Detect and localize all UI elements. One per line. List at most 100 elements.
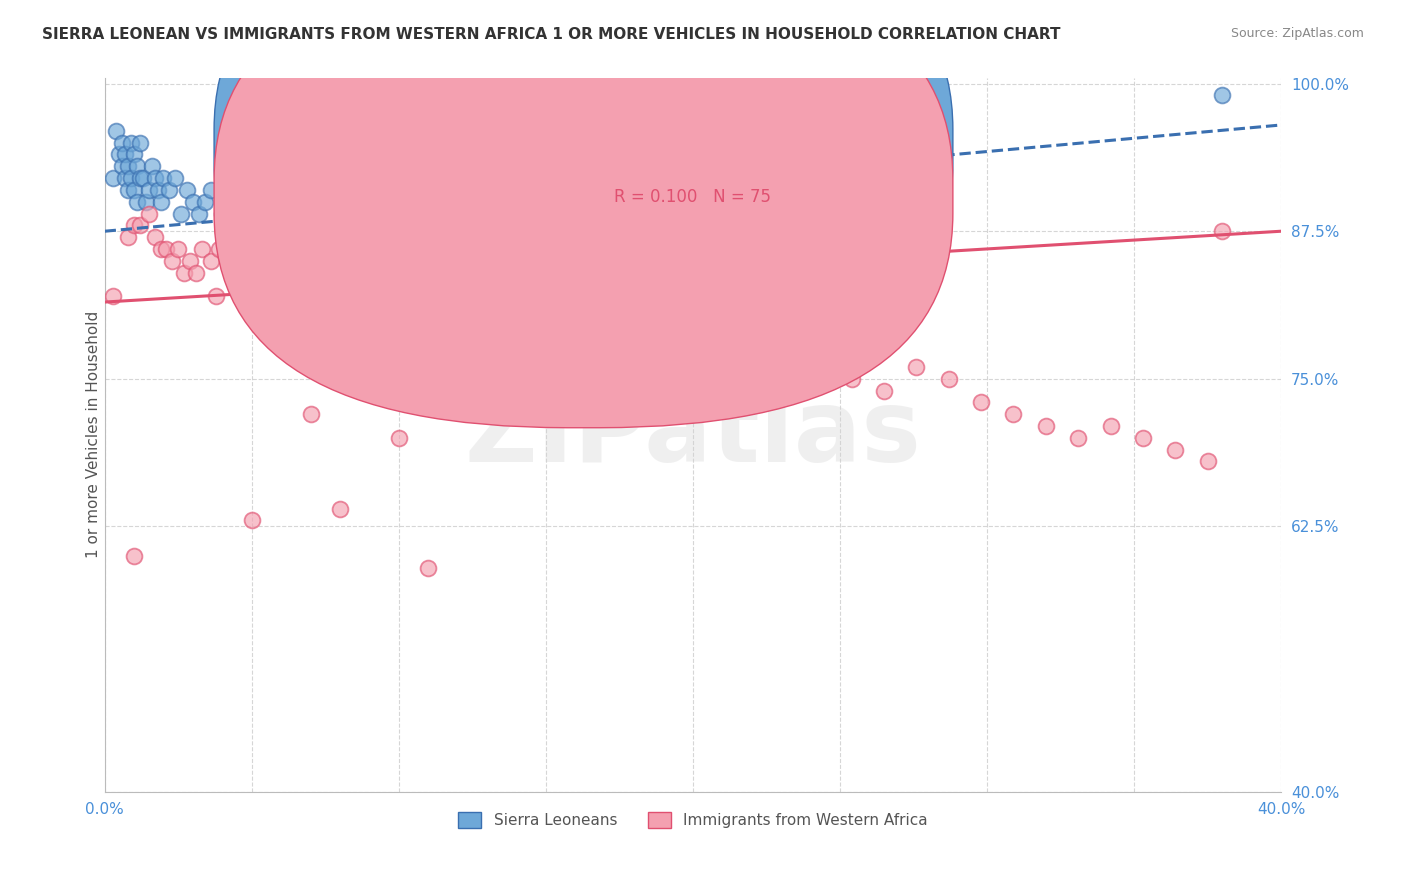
Point bbox=[138, 183, 160, 197]
Point bbox=[270, 289, 292, 303]
Point bbox=[755, 219, 778, 233]
Point bbox=[359, 219, 381, 233]
Point bbox=[117, 159, 139, 173]
Point bbox=[558, 312, 581, 326]
Point bbox=[841, 372, 863, 386]
Point bbox=[146, 183, 169, 197]
Point bbox=[122, 183, 145, 197]
Text: SIERRA LEONEAN VS IMMIGRANTS FROM WESTERN AFRICA 1 OR MORE VEHICLES IN HOUSEHOLD: SIERRA LEONEAN VS IMMIGRANTS FROM WESTER… bbox=[42, 27, 1060, 42]
Point bbox=[887, 230, 910, 244]
Point bbox=[799, 372, 821, 386]
Point bbox=[314, 289, 336, 303]
Point bbox=[226, 219, 249, 233]
Point bbox=[284, 266, 307, 280]
Point bbox=[176, 183, 198, 197]
Point bbox=[270, 219, 292, 233]
Point bbox=[329, 501, 352, 516]
Point bbox=[135, 194, 157, 209]
Point bbox=[1164, 442, 1187, 457]
Point bbox=[240, 194, 263, 209]
Text: R = 0.100   N = 75: R = 0.100 N = 75 bbox=[614, 188, 770, 206]
Point bbox=[138, 206, 160, 220]
Point bbox=[844, 219, 866, 233]
Point bbox=[200, 183, 222, 197]
Point bbox=[141, 159, 163, 173]
Point bbox=[162, 253, 184, 268]
Point bbox=[418, 206, 440, 220]
Point bbox=[155, 242, 177, 256]
Point bbox=[105, 124, 128, 138]
Point bbox=[122, 219, 145, 233]
Legend: Sierra Leoneans, Immigrants from Western Africa: Sierra Leoneans, Immigrants from Western… bbox=[453, 806, 934, 834]
Point bbox=[254, 206, 277, 220]
Point bbox=[190, 242, 212, 256]
Text: Source: ZipAtlas.com: Source: ZipAtlas.com bbox=[1230, 27, 1364, 40]
Point bbox=[194, 194, 217, 209]
Point bbox=[381, 289, 404, 303]
Point bbox=[534, 219, 557, 233]
Point bbox=[693, 348, 716, 362]
Point bbox=[114, 147, 136, 161]
Point bbox=[143, 230, 166, 244]
Point bbox=[246, 253, 269, 268]
Point bbox=[446, 219, 468, 233]
Point bbox=[120, 136, 142, 150]
Point bbox=[612, 312, 634, 326]
Point bbox=[1002, 407, 1025, 421]
Point bbox=[120, 171, 142, 186]
Point bbox=[122, 147, 145, 161]
Point bbox=[181, 194, 204, 209]
Point bbox=[103, 289, 125, 303]
Point bbox=[491, 230, 513, 244]
Point bbox=[299, 194, 322, 209]
Point bbox=[149, 194, 172, 209]
Point bbox=[664, 336, 686, 351]
Point bbox=[799, 206, 821, 220]
Point bbox=[132, 171, 155, 186]
FancyBboxPatch shape bbox=[214, 0, 953, 428]
Point bbox=[259, 277, 281, 292]
Point bbox=[623, 206, 645, 220]
Point bbox=[117, 230, 139, 244]
Point bbox=[623, 253, 645, 268]
Point bbox=[905, 359, 928, 374]
Point bbox=[235, 277, 257, 292]
Point bbox=[111, 136, 134, 150]
Point bbox=[187, 206, 209, 220]
Point bbox=[585, 325, 607, 339]
Point bbox=[446, 301, 468, 315]
Point bbox=[364, 301, 387, 315]
Point bbox=[1211, 88, 1233, 103]
Point bbox=[299, 407, 322, 421]
Point bbox=[682, 348, 704, 362]
Point bbox=[254, 301, 277, 315]
Point bbox=[1067, 431, 1090, 445]
Text: ZIPatlas: ZIPatlas bbox=[464, 386, 921, 483]
FancyBboxPatch shape bbox=[540, 124, 917, 235]
Point bbox=[388, 431, 411, 445]
Point bbox=[752, 359, 775, 374]
Point bbox=[143, 171, 166, 186]
Point bbox=[217, 253, 239, 268]
Point bbox=[173, 266, 195, 280]
Point bbox=[343, 301, 366, 315]
Point bbox=[970, 395, 993, 409]
Point bbox=[114, 171, 136, 186]
Point bbox=[938, 372, 960, 386]
Point bbox=[125, 194, 148, 209]
Point bbox=[402, 301, 425, 315]
Point bbox=[208, 242, 231, 256]
Point bbox=[117, 183, 139, 197]
Point bbox=[682, 230, 704, 244]
Point bbox=[564, 325, 586, 339]
Point bbox=[170, 206, 193, 220]
Point bbox=[125, 159, 148, 173]
Point bbox=[475, 242, 498, 256]
Point bbox=[637, 325, 659, 339]
Point bbox=[579, 230, 602, 244]
FancyBboxPatch shape bbox=[214, 0, 953, 377]
Point bbox=[108, 147, 131, 161]
Point bbox=[179, 253, 201, 268]
Point bbox=[165, 171, 187, 186]
Point bbox=[122, 549, 145, 563]
